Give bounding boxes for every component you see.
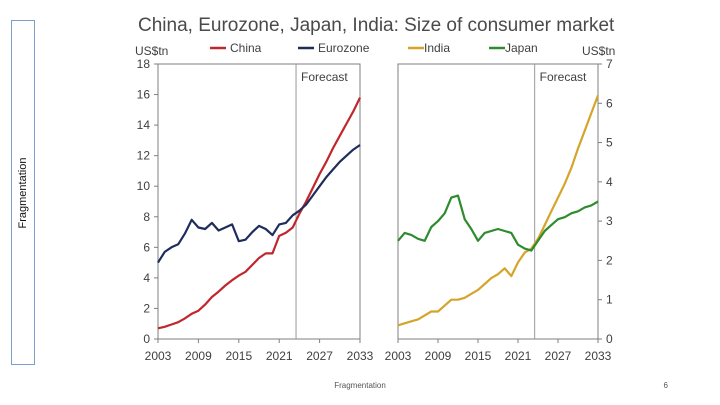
y-tick-label: 18 [137,57,151,71]
y-tick-label: 6 [143,240,150,254]
legend-label-eurozone: Eurozone [318,41,370,55]
y-tick-label: 2 [143,301,150,315]
x-tick-label: 2033 [347,349,374,363]
y-axis-unit-label: US$tn [582,44,615,58]
forecast-label: Forecast [301,70,348,84]
y-tick-label: 8 [143,210,150,224]
sidebar-section-box: Fragmentation [11,20,35,365]
y-tick-label: 0 [143,332,150,346]
x-tick-label: 2009 [425,349,452,363]
y-tick-label: 14 [137,118,151,132]
chart-title: China, Eurozone, Japan, India: Size of c… [138,15,615,36]
x-tick-label: 2027 [545,349,572,363]
forecast-label: Forecast [540,70,587,84]
series-line-eurozone [157,144,361,264]
series-line-china [157,97,361,330]
legend-label-india: India [424,41,450,55]
legend-label-japan: Japan [505,41,538,55]
y-tick-label: 12 [137,149,151,163]
y-axis-unit-label: US$tn [135,44,168,58]
y-tick-label: 0 [606,332,613,346]
x-tick-label: 2003 [385,349,412,363]
x-tick-label: 2021 [505,349,532,363]
series-line-japan [397,194,599,252]
y-tick-label: 5 [606,136,613,150]
x-tick-label: 2021 [266,349,293,363]
y-tick-label: 16 [137,88,151,102]
y-tick-label: 4 [606,175,613,189]
y-tick-label: 2 [606,253,613,267]
page-number: 6 [663,381,668,390]
y-tick-label: 10 [137,179,151,193]
series-line-india [397,95,600,327]
x-tick-label: 2009 [185,349,212,363]
plot-frame-1 [157,63,361,340]
x-tick-label: 2003 [145,349,172,363]
y-tick-label: 3 [606,214,613,228]
y-tick-label: 7 [606,57,613,71]
plot-frame-2 [397,63,599,340]
x-tick-label: 2015 [465,349,492,363]
y-tick-label: 1 [606,293,613,307]
x-tick-label: 2015 [225,349,252,363]
y-tick-label: 6 [606,96,613,110]
y-tick-label: 4 [143,271,150,285]
legend-label-china: China [230,41,262,55]
x-tick-label: 2033 [585,349,612,363]
footer-label: Fragmentation [334,381,386,390]
x-tick-label: 2027 [306,349,333,363]
